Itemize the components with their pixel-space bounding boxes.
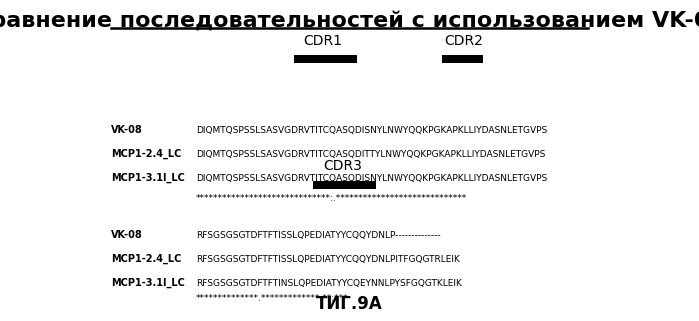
Text: ΤИГ.9А: ΤИГ.9А xyxy=(316,295,383,313)
Text: **************.*************:**:***: **************.*************:**:*** xyxy=(196,294,349,303)
Text: CDR2: CDR2 xyxy=(445,33,484,48)
Text: MCP1-2.4_LC: MCP1-2.4_LC xyxy=(111,254,181,264)
Text: DIQMTQSPSSLSASVGDRVTITCQASQDITTYLNWYQQKPGKAPKLLIYDASNLETGVPS: DIQMTQSPSSLSASVGDRVTITCQASQDITTYLNWYQQKP… xyxy=(196,150,545,159)
Text: Сравнение последовательностей с использованием VK-08: Сравнение последовательностей с использо… xyxy=(0,11,699,31)
Text: RFSGSGSGTDFTFTISSLQPEDIATYYCQQYDNLP--------------: RFSGSGSGTDFTFTISSLQPEDIATYYCQQYDNLP-----… xyxy=(196,231,441,240)
Text: RFSGSGSGTDFTFTINSLQPEDIATYYCQEYNNLPYSFGQGTKLEIK: RFSGSGSGTDFTFTINSLQPEDIATYYCQEYNNLPYSFGQ… xyxy=(196,279,462,288)
Text: VK-08: VK-08 xyxy=(111,230,143,240)
Bar xyxy=(442,56,484,64)
Text: MCP1-2.4_LC: MCP1-2.4_LC xyxy=(111,149,181,159)
Bar xyxy=(294,56,356,64)
Text: ******************************:.*****************************: ******************************:.********… xyxy=(196,194,468,203)
Text: RFSGSGSGTDFTFTISSLQPEDIATYYCQQYDNLPITFGQGTRLEIK: RFSGSGSGTDFTFTISSLQPEDIATYYCQQYDNLPITFGQ… xyxy=(196,255,460,264)
Text: CDR3: CDR3 xyxy=(323,159,361,173)
Text: VK-08: VK-08 xyxy=(111,125,143,135)
Text: DIQMTQSPSSLSASVGDRVTITCQASQDISNYLNWYQQKPGKAPKLLIYDASNLETGVPS: DIQMTQSPSSLSASVGDRVTITCQASQDISNYLNWYQQKP… xyxy=(196,126,547,135)
Text: MCP1-3.1I_LC: MCP1-3.1I_LC xyxy=(111,173,185,183)
Text: CDR1: CDR1 xyxy=(303,33,343,48)
Text: DIQMTQSPSSLSASVGDRVTITCQASQDISNYLNWYQQKPGKAPKLLIYDASNLETGVPS: DIQMTQSPSSLSASVGDRVTITCQASQDISNYLNWYQQKP… xyxy=(196,174,547,183)
Bar xyxy=(313,181,376,189)
Text: MCP1-3.1I_LC: MCP1-3.1I_LC xyxy=(111,278,185,288)
